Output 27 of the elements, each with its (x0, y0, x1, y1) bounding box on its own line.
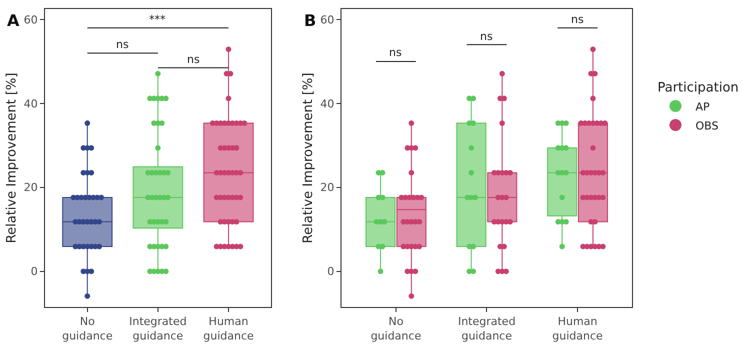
annotation: *** (149, 13, 166, 26)
y-tick-label: 0 (30, 265, 38, 278)
y-tick-label: 60 (320, 13, 334, 26)
legend-label: AP (695, 100, 710, 114)
y-axis-title: Relative Improvement [%] (4, 72, 20, 244)
annotation: ns (571, 13, 584, 26)
chart-title: B (304, 11, 316, 30)
x-tick-label: Human guidance (203, 315, 254, 342)
x-tick-label: No guidance (370, 315, 422, 342)
y-tick-label: 20 (24, 181, 38, 194)
legend-title: Participation (657, 80, 739, 96)
annotation: ns (389, 46, 402, 59)
annotation: ns (116, 38, 129, 51)
x-tick-label: Integrated guidance (458, 315, 516, 342)
chart-title: A (7, 11, 20, 30)
annotation: ns (187, 53, 200, 66)
y-tick-label: 20 (320, 181, 334, 194)
x-tick-label: Integrated guidance (129, 315, 187, 342)
y-tick-label: 60 (24, 13, 38, 26)
legend-label: OBS (695, 119, 718, 132)
y-axis-title: Relative Improvement [%] (301, 72, 316, 244)
annotation: ns (480, 30, 493, 43)
y-tick-label: 40 (320, 97, 334, 110)
y-tick-label: 40 (24, 97, 38, 110)
x-tick-label: Human guidance (552, 315, 604, 342)
x-tick-label: No guidance (62, 315, 113, 342)
y-tick-label: 0 (327, 265, 334, 278)
